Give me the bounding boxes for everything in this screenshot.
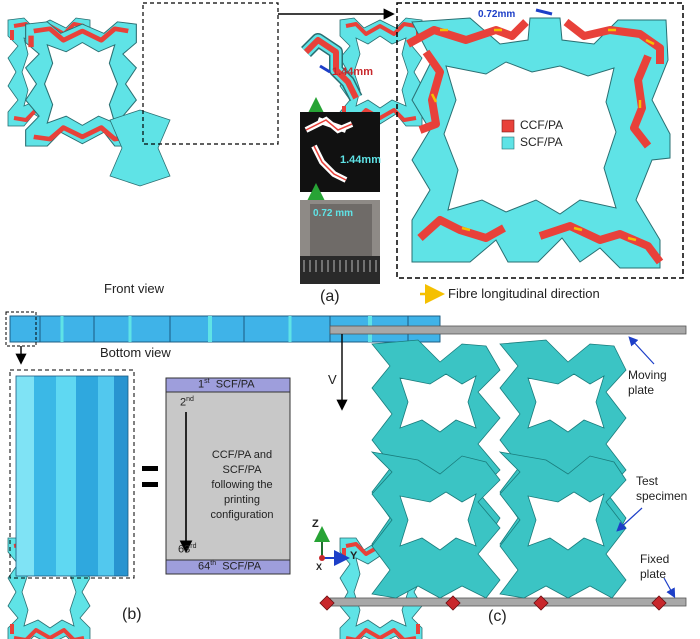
strip-zoom-box bbox=[5, 311, 37, 347]
bottom-view-label: Bottom view bbox=[100, 345, 171, 360]
test-specimen-line-2: specimen bbox=[636, 489, 688, 503]
legend-fibre-label: Fibre longitudinal direction bbox=[448, 286, 600, 301]
layer-first-num: 1 bbox=[198, 378, 205, 391]
fixed-plate-label: Fixed plate bbox=[640, 552, 669, 582]
dim-label-photo: 0.72 mm bbox=[313, 208, 354, 219]
fixed-plate-line-1: Fixed bbox=[640, 552, 670, 566]
axis-y-label: Y bbox=[350, 550, 358, 562]
toolpath-line-red bbox=[305, 119, 353, 181]
specimen-pointer bbox=[616, 507, 643, 532]
legend-ccf-label: CCF/PA bbox=[520, 118, 564, 132]
legend-ccf-swatch bbox=[501, 119, 515, 133]
legend-scf-label: SCF/PA bbox=[520, 135, 563, 149]
fixed-plate-pointer bbox=[663, 577, 676, 599]
layer-last-num: 63 bbox=[178, 543, 191, 556]
photo-fibres bbox=[310, 204, 372, 256]
ruler-ticks bbox=[303, 260, 377, 272]
layer-top-label: 64th SCF/PA bbox=[198, 560, 261, 573]
front-view-label: Front view bbox=[104, 281, 164, 296]
moving-plate bbox=[329, 325, 687, 335]
layer-description: CCF/PA and SCF/PA following the printing… bbox=[196, 448, 288, 523]
dim-label-zoom: 0.72mm bbox=[478, 9, 516, 20]
panel-a-caption: (a) bbox=[320, 288, 340, 305]
layer-second-num: 2 bbox=[180, 396, 187, 409]
layer-top-sup: th bbox=[210, 560, 217, 567]
equals-bar-bottom bbox=[142, 482, 158, 487]
zoom-box-small bbox=[142, 2, 279, 145]
moving-plate-line-1: Moving bbox=[628, 368, 667, 382]
lattice-center bbox=[109, 109, 171, 187]
layer-last-sup: rd bbox=[190, 543, 197, 550]
layer-first-sup: st bbox=[204, 378, 210, 385]
dim-zoom-line bbox=[535, 8, 553, 16]
detail-red-segment bbox=[301, 33, 363, 102]
bottom-view-strip bbox=[9, 315, 441, 343]
test-specimen-line-1: Test bbox=[636, 474, 659, 488]
layer-second-label: 2nd bbox=[180, 396, 194, 409]
test-specimen-mesh bbox=[370, 339, 627, 599]
layer-first-mat: SCF/PA bbox=[215, 378, 255, 391]
desc-line-4: printing bbox=[223, 494, 261, 506]
velocity-label: V bbox=[328, 372, 337, 387]
panel-c-caption: (c) bbox=[488, 608, 507, 625]
specimen-holes bbox=[399, 373, 605, 551]
layer-zoom-frame bbox=[9, 369, 135, 579]
layer-last-bar bbox=[165, 559, 291, 575]
layer-first-label: 1st SCF/PA bbox=[198, 378, 255, 391]
layer-last-label: 63rd bbox=[178, 543, 196, 556]
layer-first-bar bbox=[165, 377, 291, 393]
equals-bar-top bbox=[142, 466, 158, 471]
layer-second-sup: nd bbox=[186, 396, 194, 403]
dim-label-top: 1.44mm bbox=[332, 66, 373, 78]
desc-line-5: configuration bbox=[210, 509, 274, 521]
desc-line-1: CCF/PA and bbox=[211, 449, 273, 461]
layer-top-num: 64 bbox=[198, 560, 211, 573]
axis-triad bbox=[314, 526, 350, 566]
zoom-white-hole bbox=[443, 61, 617, 215]
fibre-direction-marks bbox=[430, 28, 655, 242]
test-specimen-label: Test specimen bbox=[636, 474, 687, 504]
zoom-box-large bbox=[396, 2, 684, 279]
desc-line-3: following the bbox=[211, 479, 273, 491]
layer-top-mat: SCF/PA bbox=[222, 560, 262, 573]
dim-label-mid: 1.44mm bbox=[340, 154, 381, 166]
moving-plate-pointer bbox=[628, 336, 655, 365]
layer-stack-zoom bbox=[15, 375, 129, 577]
zoom-red-fibres bbox=[406, 18, 664, 265]
fixed-supports bbox=[319, 595, 667, 611]
moving-plate-line-2: plate bbox=[628, 383, 655, 397]
fixed-plate-line-2: plate bbox=[640, 567, 667, 581]
axis-z-label: Z bbox=[312, 518, 319, 530]
panel-b-caption: (b) bbox=[122, 606, 142, 623]
legend-scf-swatch bbox=[501, 136, 515, 150]
desc-line-2: SCF/PA bbox=[222, 464, 262, 476]
fixed-plate bbox=[329, 597, 687, 607]
axis-x-label: X bbox=[316, 562, 323, 572]
moving-plate-label: Moving plate bbox=[628, 368, 667, 398]
